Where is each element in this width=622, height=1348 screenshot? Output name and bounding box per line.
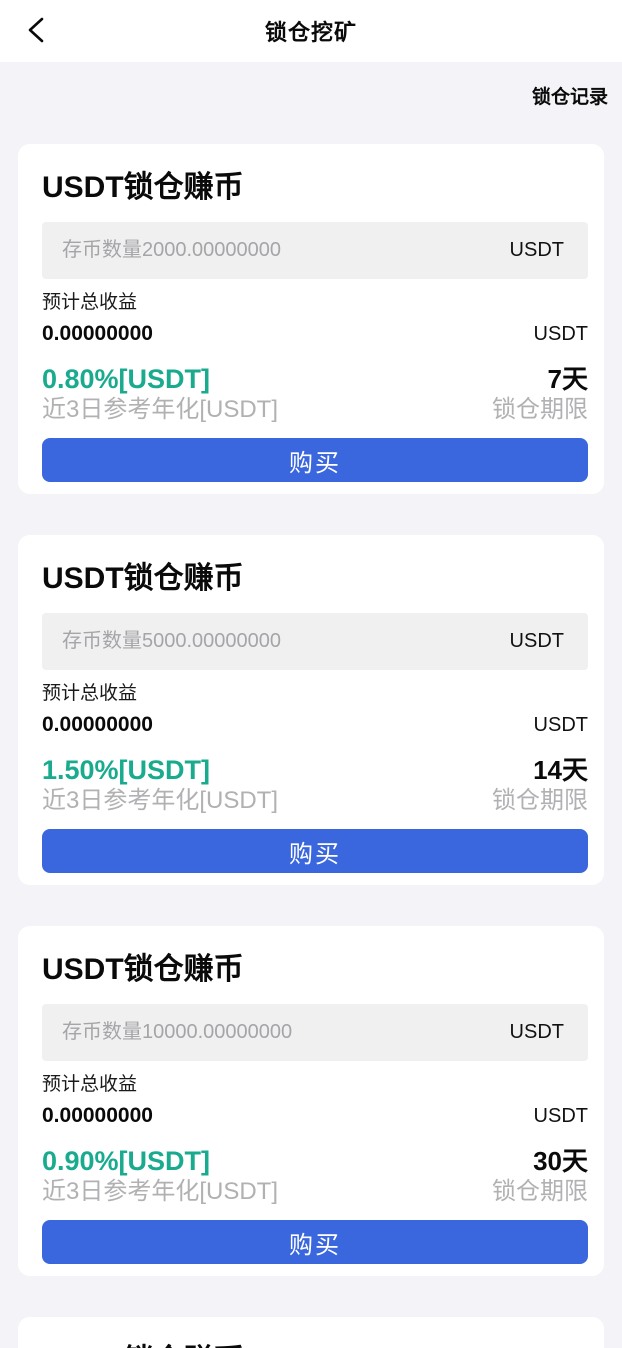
amount-input-row: USDT [42,613,588,670]
buy-button[interactable]: 购买 [42,1220,588,1264]
duration-sub-label: 锁仓期限 [492,396,588,423]
rate-row: 0.80%[USDT] 7天 [42,363,588,395]
duration-sub-label: 锁仓期限 [492,1178,588,1205]
duration-sub-label: 锁仓期限 [492,787,588,814]
card-list: USDT锁仓赚币 USDT 预计总收益 0.00000000 USDT 0.80… [0,108,622,1348]
card-title: USDT锁仓赚币 [42,562,244,595]
card-title: USDT锁仓赚币 [42,1343,588,1348]
input-currency-label: USDT [509,630,564,652]
lock-duration: 14天 [533,755,588,785]
profit-label: 预计总收益 [42,683,138,704]
records-row: 锁仓记录 [0,62,622,108]
back-button[interactable] [16,10,56,52]
rate-sub-label: 近3日参考年化[USDT] [42,787,279,814]
profit-row: 0.00000000 USDT [42,712,588,738]
lock-duration: 30天 [533,1146,588,1176]
card-title: USDT锁仓赚币 [42,171,244,204]
deposit-amount-input[interactable] [62,1021,498,1044]
rate-sub-row: 近3日参考年化[USDT] 锁仓期限 [42,1177,588,1207]
lockup-records-link[interactable]: 锁仓记录 [531,87,608,108]
page-title: 锁仓挖矿 [264,20,357,45]
amount-input-row: USDT [42,222,588,279]
rate-sub-row: 近3日参考年化[USDT] 锁仓期限 [42,786,588,816]
rate-sub-label: 近3日参考年化[USDT] [42,396,279,423]
profit-row: 0.00000000 USDT [42,1103,588,1129]
profit-currency: USDT [533,714,588,736]
profit-currency: USDT [533,323,588,345]
staking-card: USDT锁仓赚币 USDT 预计总收益 0.00000000 USDT 0.90… [18,926,604,1276]
chevron-left-icon [25,15,47,48]
profit-currency: USDT [533,1105,588,1127]
rate-sub-row: 近3日参考年化[USDT] 锁仓期限 [42,395,588,425]
annual-rate: 0.90%[USDT] [42,1146,211,1176]
annual-rate: 1.50%[USDT] [42,755,211,785]
lock-duration: 7天 [547,364,588,394]
deposit-amount-input[interactable] [62,630,498,653]
input-currency-label: USDT [509,1021,564,1043]
rate-row: 0.90%[USDT] 30天 [42,1145,588,1177]
rate-row: 1.50%[USDT] 14天 [42,754,588,786]
buy-button[interactable]: 购买 [42,829,588,873]
input-currency-label: USDT [509,239,564,261]
profit-label: 预计总收益 [42,1074,138,1095]
buy-button[interactable]: 购买 [42,438,588,482]
rate-sub-label: 近3日参考年化[USDT] [42,1178,279,1205]
profit-label: 预计总收益 [42,292,138,313]
amount-input-row: USDT [42,1004,588,1061]
header: 锁仓挖矿 [0,0,622,62]
deposit-amount-input[interactable] [62,239,498,262]
staking-card: USDT锁仓赚币 USDT 预计总收益 0.00000000 USDT 0.80… [18,144,604,494]
card-title: USDT锁仓赚币 [42,953,244,986]
staking-card: USDT锁仓赚币 [18,1317,604,1348]
profit-value: 0.00000000 [42,1104,153,1127]
profit-value: 0.00000000 [42,322,153,345]
staking-card: USDT锁仓赚币 USDT 预计总收益 0.00000000 USDT 1.50… [18,535,604,885]
profit-row: 0.00000000 USDT [42,321,588,347]
profit-value: 0.00000000 [42,713,153,736]
annual-rate: 0.80%[USDT] [42,364,211,394]
